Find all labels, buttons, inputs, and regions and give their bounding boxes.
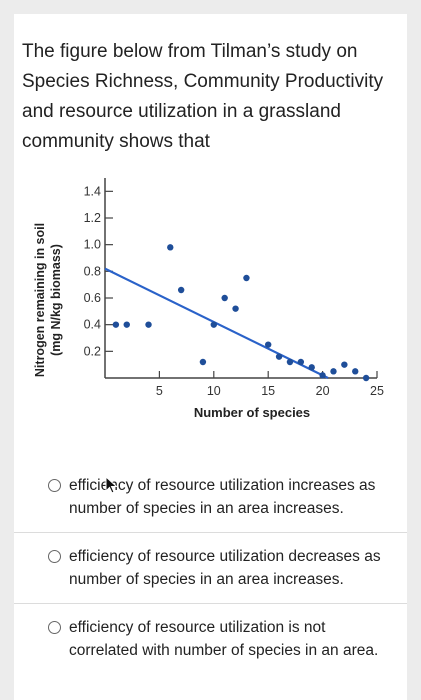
y-tick-label: 1.4 xyxy=(84,184,101,198)
data-point xyxy=(221,294,228,302)
y-tick-label: 0.4 xyxy=(84,318,101,332)
data-point xyxy=(286,358,294,366)
x-tick-label: 5 xyxy=(156,384,163,398)
data-point xyxy=(265,341,272,348)
data-point xyxy=(341,361,348,368)
mouse-cursor-icon xyxy=(105,476,118,494)
data-point xyxy=(319,372,326,379)
answer-option-label: efficiency of resource utilization is no… xyxy=(69,619,379,659)
question-text: The figure below from Tilman’s study on … xyxy=(22,41,384,152)
data-point xyxy=(112,321,120,328)
radio-button[interactable] xyxy=(48,479,61,492)
x-tick-label: 15 xyxy=(261,384,275,398)
y-axis-label-line1: Nitrogen remaining in soil xyxy=(33,223,47,377)
answer-option-2[interactable]: efficiency of resource utilization decre… xyxy=(14,532,407,603)
radio-button[interactable] xyxy=(48,550,61,563)
data-point xyxy=(123,321,130,328)
y-tick-label: 1.0 xyxy=(84,238,101,252)
answer-option-label: efficiency of resource utilization decre… xyxy=(69,548,381,588)
x-tick-label: 20 xyxy=(316,384,330,398)
scatter-chart: Nitrogen remaining in soil (mg N/kg biom… xyxy=(33,178,384,420)
data-point xyxy=(177,286,185,294)
y-tick-label: 1.2 xyxy=(84,211,101,225)
data-point xyxy=(330,368,337,375)
answer-options: efficiency of resource utilization incre… xyxy=(14,462,407,674)
x-tick-label: 10 xyxy=(207,384,221,398)
data-point xyxy=(232,305,239,312)
data-point xyxy=(167,244,174,251)
answer-option-3[interactable]: efficiency of resource utilization is no… xyxy=(14,603,407,674)
data-point xyxy=(352,368,359,375)
y-tick-label: 0.8 xyxy=(84,264,101,278)
data-point xyxy=(243,274,250,282)
x-axis-label: Number of species xyxy=(194,405,310,420)
data-point xyxy=(145,321,152,328)
x-tick-label: 25 xyxy=(370,384,384,398)
answer-option-label: efficiency of resource utilization incre… xyxy=(69,477,376,517)
question-card xyxy=(14,14,407,700)
y-axis-label-line2: (mg N/kg biomass) xyxy=(49,244,63,356)
data-point xyxy=(210,321,217,328)
data-point xyxy=(308,364,315,371)
data-point xyxy=(297,358,305,366)
y-tick-label: 0.6 xyxy=(84,291,101,305)
y-tick-label: 0.2 xyxy=(84,344,101,358)
answer-option-1[interactable]: efficiency of resource utilization incre… xyxy=(14,462,407,532)
data-point xyxy=(199,358,207,366)
data-point xyxy=(362,374,370,382)
radio-button[interactable] xyxy=(48,621,61,634)
data-point xyxy=(275,353,283,360)
